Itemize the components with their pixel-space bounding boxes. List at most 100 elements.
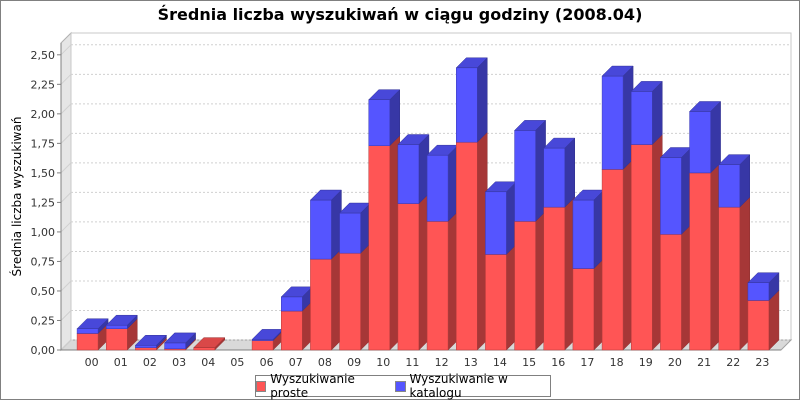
bar-top-1 bbox=[718, 154, 751, 165]
bar-segment-1 bbox=[485, 191, 507, 255]
bar-top-1 bbox=[543, 137, 576, 149]
bar-segment-1 bbox=[164, 342, 186, 350]
bar-side-1 bbox=[477, 57, 488, 143]
x-tick-label: 10 bbox=[376, 356, 390, 369]
bar-top-1 bbox=[368, 89, 401, 100]
x-tick-label: 01 bbox=[114, 356, 128, 369]
chart-title: Średnia liczba wyszukiwań w ciągu godzin… bbox=[157, 5, 643, 24]
x-tick-label: 12 bbox=[435, 356, 449, 369]
bar-segment-1 bbox=[281, 296, 303, 312]
bar-segment-1 bbox=[310, 199, 332, 260]
legend-item-catalog: Wyszukiwanie w katalogu bbox=[395, 372, 550, 400]
bar-segment-0 bbox=[368, 145, 390, 351]
bar-top-1 bbox=[747, 272, 780, 283]
y-tick-label: 1,75 bbox=[31, 137, 56, 150]
x-tick-label: 14 bbox=[493, 356, 507, 369]
x-tick-label: 00 bbox=[85, 356, 99, 369]
bar-segment-0 bbox=[426, 221, 449, 351]
bar-side-0 bbox=[768, 289, 780, 351]
x-tick-label: 22 bbox=[726, 356, 740, 369]
legend-label-catalog: Wyszukiwanie w katalogu bbox=[409, 372, 508, 400]
bar-top-1 bbox=[397, 134, 430, 145]
legend-item-simple: Wyszukiwanie proste bbox=[256, 372, 385, 400]
bar-top-1 bbox=[513, 120, 547, 131]
bar-top-1 bbox=[688, 101, 722, 112]
y-tick-label: 2,00 bbox=[31, 108, 56, 121]
bar-segment-1 bbox=[689, 111, 711, 174]
bar-top-1 bbox=[630, 81, 663, 92]
left-wall bbox=[60, 31, 72, 352]
bar-segment-1 bbox=[426, 154, 449, 222]
gridline-wall bbox=[60, 133, 72, 144]
bar-segment-0 bbox=[631, 144, 653, 351]
bar-segment-0 bbox=[281, 310, 303, 351]
gridline-wall bbox=[60, 192, 72, 203]
x-tick-label: 09 bbox=[347, 356, 361, 369]
x-tick-label: 23 bbox=[755, 356, 769, 369]
bar-segment-1 bbox=[747, 282, 770, 301]
gridline-wall bbox=[60, 251, 72, 262]
legend-swatch-catalog bbox=[395, 380, 406, 392]
bar-segment-0 bbox=[135, 347, 157, 351]
bar-segment-0 bbox=[106, 328, 128, 351]
bar-segment-0 bbox=[251, 340, 274, 351]
bar-top-1 bbox=[134, 335, 168, 346]
legend-swatch-simple bbox=[256, 380, 267, 392]
bar-top-1 bbox=[309, 189, 343, 201]
x-tick-label: 15 bbox=[522, 356, 536, 369]
gridline-wall bbox=[60, 339, 72, 351]
bar-top-0 bbox=[193, 337, 226, 348]
bar-segment-0 bbox=[310, 258, 332, 351]
y-tick-label: 1,00 bbox=[31, 226, 56, 239]
bar-top-1 bbox=[105, 314, 138, 326]
bar-segment-1 bbox=[718, 164, 740, 208]
bar-segment-1 bbox=[601, 75, 624, 170]
gridline-wall bbox=[60, 310, 72, 321]
bar-segment-1 bbox=[368, 99, 390, 146]
bar-side-1 bbox=[652, 80, 663, 146]
x-tick-label: 19 bbox=[639, 356, 653, 369]
bar-segment-0 bbox=[543, 206, 565, 351]
bar-segment-1 bbox=[397, 144, 420, 204]
gridline-wall bbox=[60, 280, 72, 292]
bar-side-1 bbox=[710, 100, 721, 174]
bar-top-1 bbox=[601, 65, 634, 77]
bar-segment-1 bbox=[572, 199, 595, 269]
bar-segment-1 bbox=[514, 130, 536, 222]
x-tick-label: 18 bbox=[610, 356, 624, 369]
x-tick-label: 08 bbox=[318, 356, 332, 369]
x-tick-label: 05 bbox=[230, 356, 244, 369]
x-tick-label: 17 bbox=[580, 356, 594, 369]
gridline-wall bbox=[60, 162, 72, 174]
gridline-wall bbox=[60, 103, 72, 115]
legend: Wyszukiwanie proste Wyszukiwanie w katal… bbox=[255, 372, 551, 400]
bar-segment-1 bbox=[76, 328, 99, 334]
x-tick-label: 02 bbox=[143, 356, 157, 369]
bar-segment-0 bbox=[660, 234, 682, 351]
bar-side-1 bbox=[564, 137, 575, 208]
bar-segment-0 bbox=[76, 333, 99, 351]
x-tick-label: 16 bbox=[551, 356, 565, 369]
y-tick-label: 1,25 bbox=[31, 196, 56, 209]
x-tick-label: 11 bbox=[405, 356, 419, 369]
bar-segment-1 bbox=[631, 91, 653, 145]
bar-segment-0 bbox=[689, 172, 711, 351]
x-tick-label: 07 bbox=[289, 356, 303, 369]
y-tick-label: 1,50 bbox=[31, 167, 56, 180]
bar-segment-1 bbox=[339, 212, 361, 254]
bar-segment-0 bbox=[572, 268, 595, 351]
gridline-wall bbox=[60, 44, 72, 56]
legend-label-simple: Wyszukiwanie proste bbox=[270, 372, 355, 400]
y-tick-label: 0,75 bbox=[31, 255, 56, 268]
bar-segment-0 bbox=[747, 300, 770, 351]
bar-segment-1 bbox=[660, 157, 682, 235]
bar-segment-0 bbox=[601, 169, 624, 351]
bar-segment-0 bbox=[514, 221, 536, 351]
bar-segment-0 bbox=[397, 203, 420, 351]
bar-segment-0 bbox=[718, 206, 740, 351]
bar-segment-0 bbox=[456, 141, 478, 351]
y-tick-label: 0,00 bbox=[31, 344, 56, 357]
bar-top-1 bbox=[163, 332, 197, 344]
